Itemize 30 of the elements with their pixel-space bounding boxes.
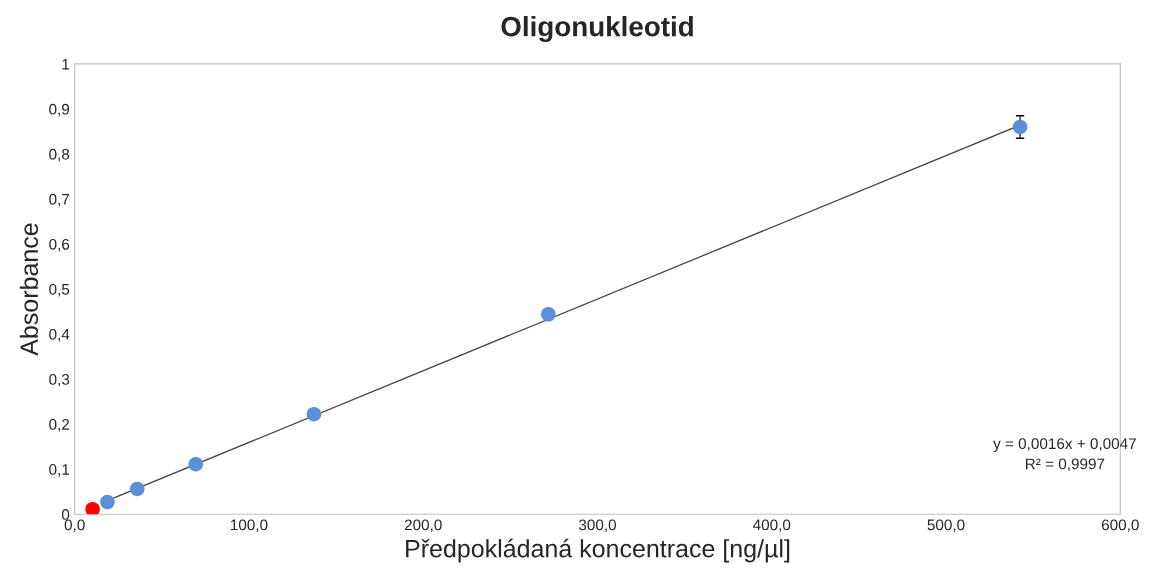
x-tick-label: 600,0	[1101, 519, 1139, 533]
y-tick-label: 1	[62, 58, 70, 70]
annotation: R² = 0,9997	[1025, 458, 1105, 472]
point	[85, 501, 100, 515]
point	[541, 306, 556, 322]
point	[188, 456, 204, 472]
y-tick-label: 0,6	[49, 238, 70, 252]
x-tick-label: 100,0	[231, 519, 268, 533]
y-tick-label: 0,7	[49, 193, 70, 207]
y-tick-label: 0,8	[49, 148, 70, 162]
y-tick-label: 0,2	[49, 419, 70, 432]
x-tick-label: 300,0	[578, 519, 616, 533]
x-tick-label: 0,0	[64, 519, 85, 533]
y-tick-label: 0	[61, 509, 70, 520]
y-tick-label: 0,1	[49, 464, 70, 477]
point	[129, 481, 145, 497]
x-tick-label: 200,0	[404, 519, 442, 533]
point	[100, 494, 115, 510]
point	[1012, 119, 1028, 135]
x-axis-title: Předpokládaná koncentrace [ng/µl]	[406, 538, 790, 563]
y-tick-label: 0,4	[49, 328, 70, 342]
y-tick-label: 0,9	[49, 103, 70, 117]
chart-title: Oligonukleotid	[501, 16, 693, 43]
annotation: y = 0,0016x + 0,0047	[993, 438, 1136, 453]
x-tick-label: 500,0	[927, 519, 965, 533]
point	[306, 406, 322, 422]
y-tick-label: 0,5	[49, 283, 70, 297]
y-axis-title: Absorbance	[19, 223, 39, 356]
x-tick-label: 400,0	[752, 519, 791, 533]
y-tick-label: 0,3	[49, 373, 70, 387]
